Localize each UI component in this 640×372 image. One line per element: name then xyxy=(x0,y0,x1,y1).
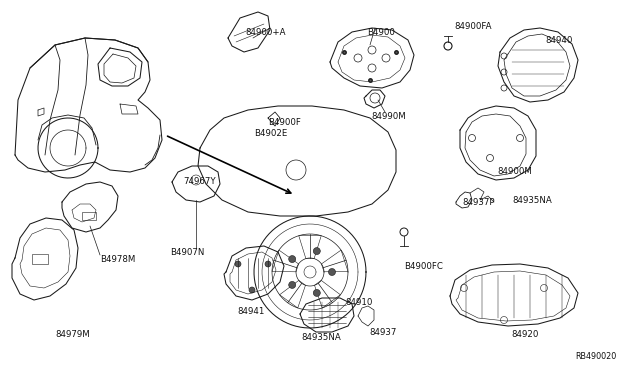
Polygon shape xyxy=(314,280,340,308)
Bar xyxy=(32,254,48,264)
Text: 84941: 84941 xyxy=(237,307,264,316)
Polygon shape xyxy=(280,280,305,308)
Circle shape xyxy=(314,248,320,254)
Text: 84920: 84920 xyxy=(511,330,538,339)
Circle shape xyxy=(235,261,241,267)
Text: B4978M: B4978M xyxy=(100,255,136,264)
Text: B4900FC: B4900FC xyxy=(404,262,443,271)
Bar xyxy=(82,212,96,220)
Circle shape xyxy=(289,282,296,288)
Circle shape xyxy=(265,261,271,267)
Circle shape xyxy=(328,269,335,276)
Text: 84900+A: 84900+A xyxy=(245,28,285,37)
Polygon shape xyxy=(272,250,298,272)
Circle shape xyxy=(314,289,320,296)
Text: 84900FA: 84900FA xyxy=(454,22,492,31)
Polygon shape xyxy=(321,250,348,272)
Text: B4902E: B4902E xyxy=(254,129,287,138)
Text: 84937P: 84937P xyxy=(462,198,495,207)
Circle shape xyxy=(289,256,296,263)
Text: 84910: 84910 xyxy=(345,298,372,307)
Text: B4907N: B4907N xyxy=(170,248,204,257)
Text: B4900F: B4900F xyxy=(268,118,301,127)
Polygon shape xyxy=(299,236,321,259)
Text: 84990M: 84990M xyxy=(371,112,406,121)
Text: 74967Y: 74967Y xyxy=(183,177,216,186)
Text: 84935NA: 84935NA xyxy=(512,196,552,205)
Text: 84900M: 84900M xyxy=(497,167,532,176)
Text: 84935NA: 84935NA xyxy=(301,333,340,342)
Text: 84937: 84937 xyxy=(369,328,396,337)
Text: 84940: 84940 xyxy=(545,36,572,45)
Text: 84979M: 84979M xyxy=(55,330,90,339)
Text: RB490020: RB490020 xyxy=(575,352,616,361)
Circle shape xyxy=(249,287,255,293)
Text: B4900: B4900 xyxy=(367,28,395,37)
